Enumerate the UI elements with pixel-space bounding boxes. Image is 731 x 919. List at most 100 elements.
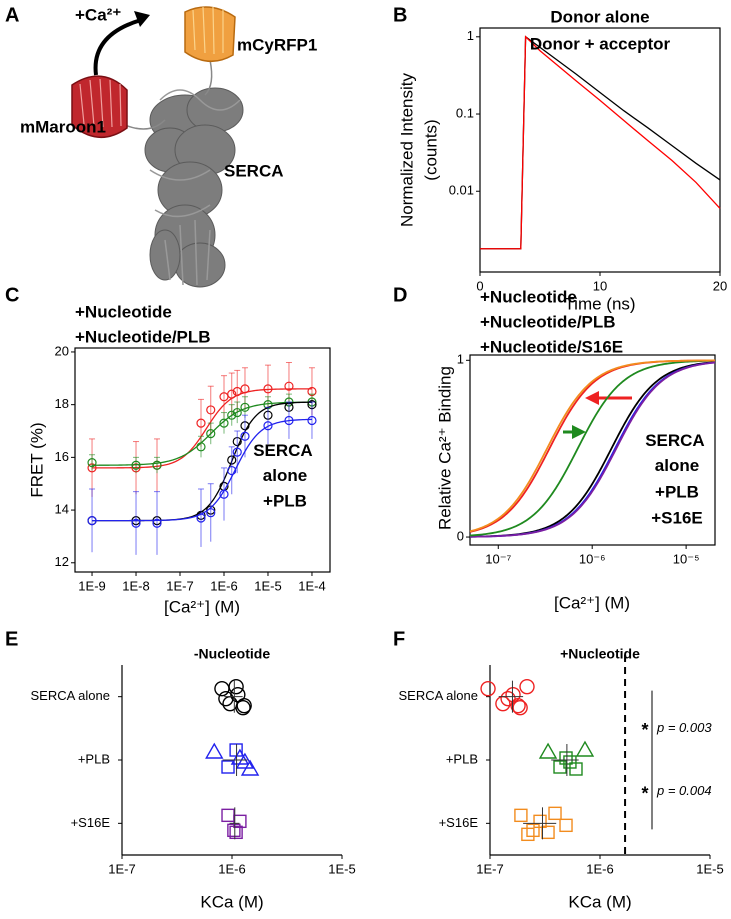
x-axis-label: KCa (M)	[200, 892, 263, 911]
data-point	[206, 405, 216, 415]
legend-label: Donor + acceptor	[530, 34, 671, 53]
structure-label: SERCA	[224, 161, 284, 180]
x-tick-label: 1E-7	[108, 861, 135, 876]
data-point	[206, 508, 216, 518]
data-point	[205, 742, 224, 759]
category-label: +S16E	[71, 815, 111, 830]
panel-d-arrows	[563, 391, 632, 439]
data-point	[235, 699, 251, 716]
data-point	[235, 752, 255, 769]
panel-letter: C	[5, 284, 19, 306]
data-point	[221, 760, 235, 774]
data-point	[575, 740, 595, 757]
data-point	[307, 415, 317, 426]
binding-curve	[469, 359, 716, 537]
category-label: SERCA alone	[31, 688, 111, 703]
x-axis-label: Time (ns)	[564, 294, 635, 313]
data-point	[219, 418, 229, 428]
data-point	[227, 410, 237, 420]
data-point	[240, 384, 250, 394]
data-point	[263, 384, 273, 394]
x-tick-label: 1E-6	[218, 861, 245, 876]
data-point	[538, 742, 558, 759]
data-point	[152, 460, 162, 470]
data-point	[206, 429, 216, 439]
data-point	[236, 697, 252, 714]
data-point	[526, 823, 540, 838]
p-value: p = 0.004	[656, 783, 712, 798]
x-tick-label: 10⁻⁵	[673, 551, 700, 566]
data-point	[559, 751, 573, 765]
data-point	[152, 518, 162, 528]
data-point	[533, 814, 547, 829]
data-point	[263, 421, 273, 431]
protein-structure	[71, 6, 244, 288]
data-point	[541, 825, 555, 840]
fit-curve	[92, 388, 312, 469]
x-tick-label: 10⁻⁶	[579, 551, 606, 566]
legend-label: +Nucleotide/PLB	[75, 327, 211, 346]
data-point	[196, 442, 206, 452]
panel-letter: B	[393, 4, 407, 26]
data-point	[227, 465, 237, 476]
data-point	[196, 418, 206, 428]
x-tick-label: 1E-5	[696, 861, 723, 876]
x-tick-label: 1E-5	[328, 861, 355, 876]
structure-label: mCyRFP1	[237, 35, 317, 54]
x-axis-label: [Ca²⁺] (M)	[554, 593, 630, 612]
x-tick-label: 10⁻⁷	[485, 551, 511, 566]
legend-label: +Nucleotide	[480, 287, 577, 306]
y-tick-label: 1	[467, 28, 474, 43]
legend-label: +PLB	[263, 491, 307, 510]
significance-star: *	[641, 720, 648, 740]
data-point	[514, 808, 528, 823]
structure-label: +Ca²⁺	[75, 5, 121, 24]
x-tick-label: 1E-4	[298, 578, 325, 593]
x-tick-label: 1E-7	[476, 861, 503, 876]
panel-title: +Nucleotide	[560, 646, 640, 662]
y-tick-label: 14	[55, 502, 69, 517]
data-point	[284, 381, 294, 391]
y-tick-label: 0	[457, 528, 464, 543]
legend-label: SERCA alone	[253, 441, 317, 485]
data-point	[232, 447, 242, 457]
p-value: p = 0.003	[656, 720, 712, 735]
x-tick-label: 0	[476, 278, 483, 293]
plot-frame	[74, 347, 331, 573]
y-tick-label: 20	[55, 343, 69, 358]
data-point	[548, 806, 562, 821]
panel-letter: D	[393, 284, 407, 306]
y-axis-label: Normalized Intensity	[397, 73, 416, 228]
x-tick-label: 1E-7	[166, 578, 193, 593]
data-point	[559, 818, 573, 833]
data-point	[512, 699, 528, 716]
data-point	[240, 402, 250, 412]
data-point	[87, 458, 97, 468]
data-point	[500, 690, 516, 707]
plot-frame	[479, 27, 721, 273]
category-label: +S16E	[439, 815, 479, 830]
data-point	[227, 389, 237, 399]
significance-star: *	[641, 783, 648, 803]
panel-title: -Nucleotide	[194, 646, 270, 662]
legend-label: +Nucleotide	[75, 302, 172, 321]
y-axis-label: Relative Ca²⁺ Binding	[435, 366, 454, 530]
y-axis-label: (counts)	[421, 119, 440, 180]
data-point	[218, 690, 234, 707]
x-axis-label: KCa (M)	[568, 892, 631, 911]
data-point	[219, 489, 229, 499]
legend-label: SERCA alone	[645, 431, 709, 475]
data-point	[519, 678, 535, 695]
data-point	[221, 808, 235, 823]
x-tick-label: 1E-5	[254, 578, 281, 593]
y-tick-label: 18	[55, 396, 69, 411]
x-tick-label: 1E-6	[210, 578, 237, 593]
category-label: +PLB	[78, 751, 110, 766]
data-point	[196, 513, 206, 523]
data-point	[240, 431, 250, 441]
legend-label: +PLB	[655, 482, 699, 501]
panel-letter: E	[5, 628, 18, 650]
y-tick-label: 1	[457, 352, 464, 367]
data-point	[228, 678, 244, 695]
